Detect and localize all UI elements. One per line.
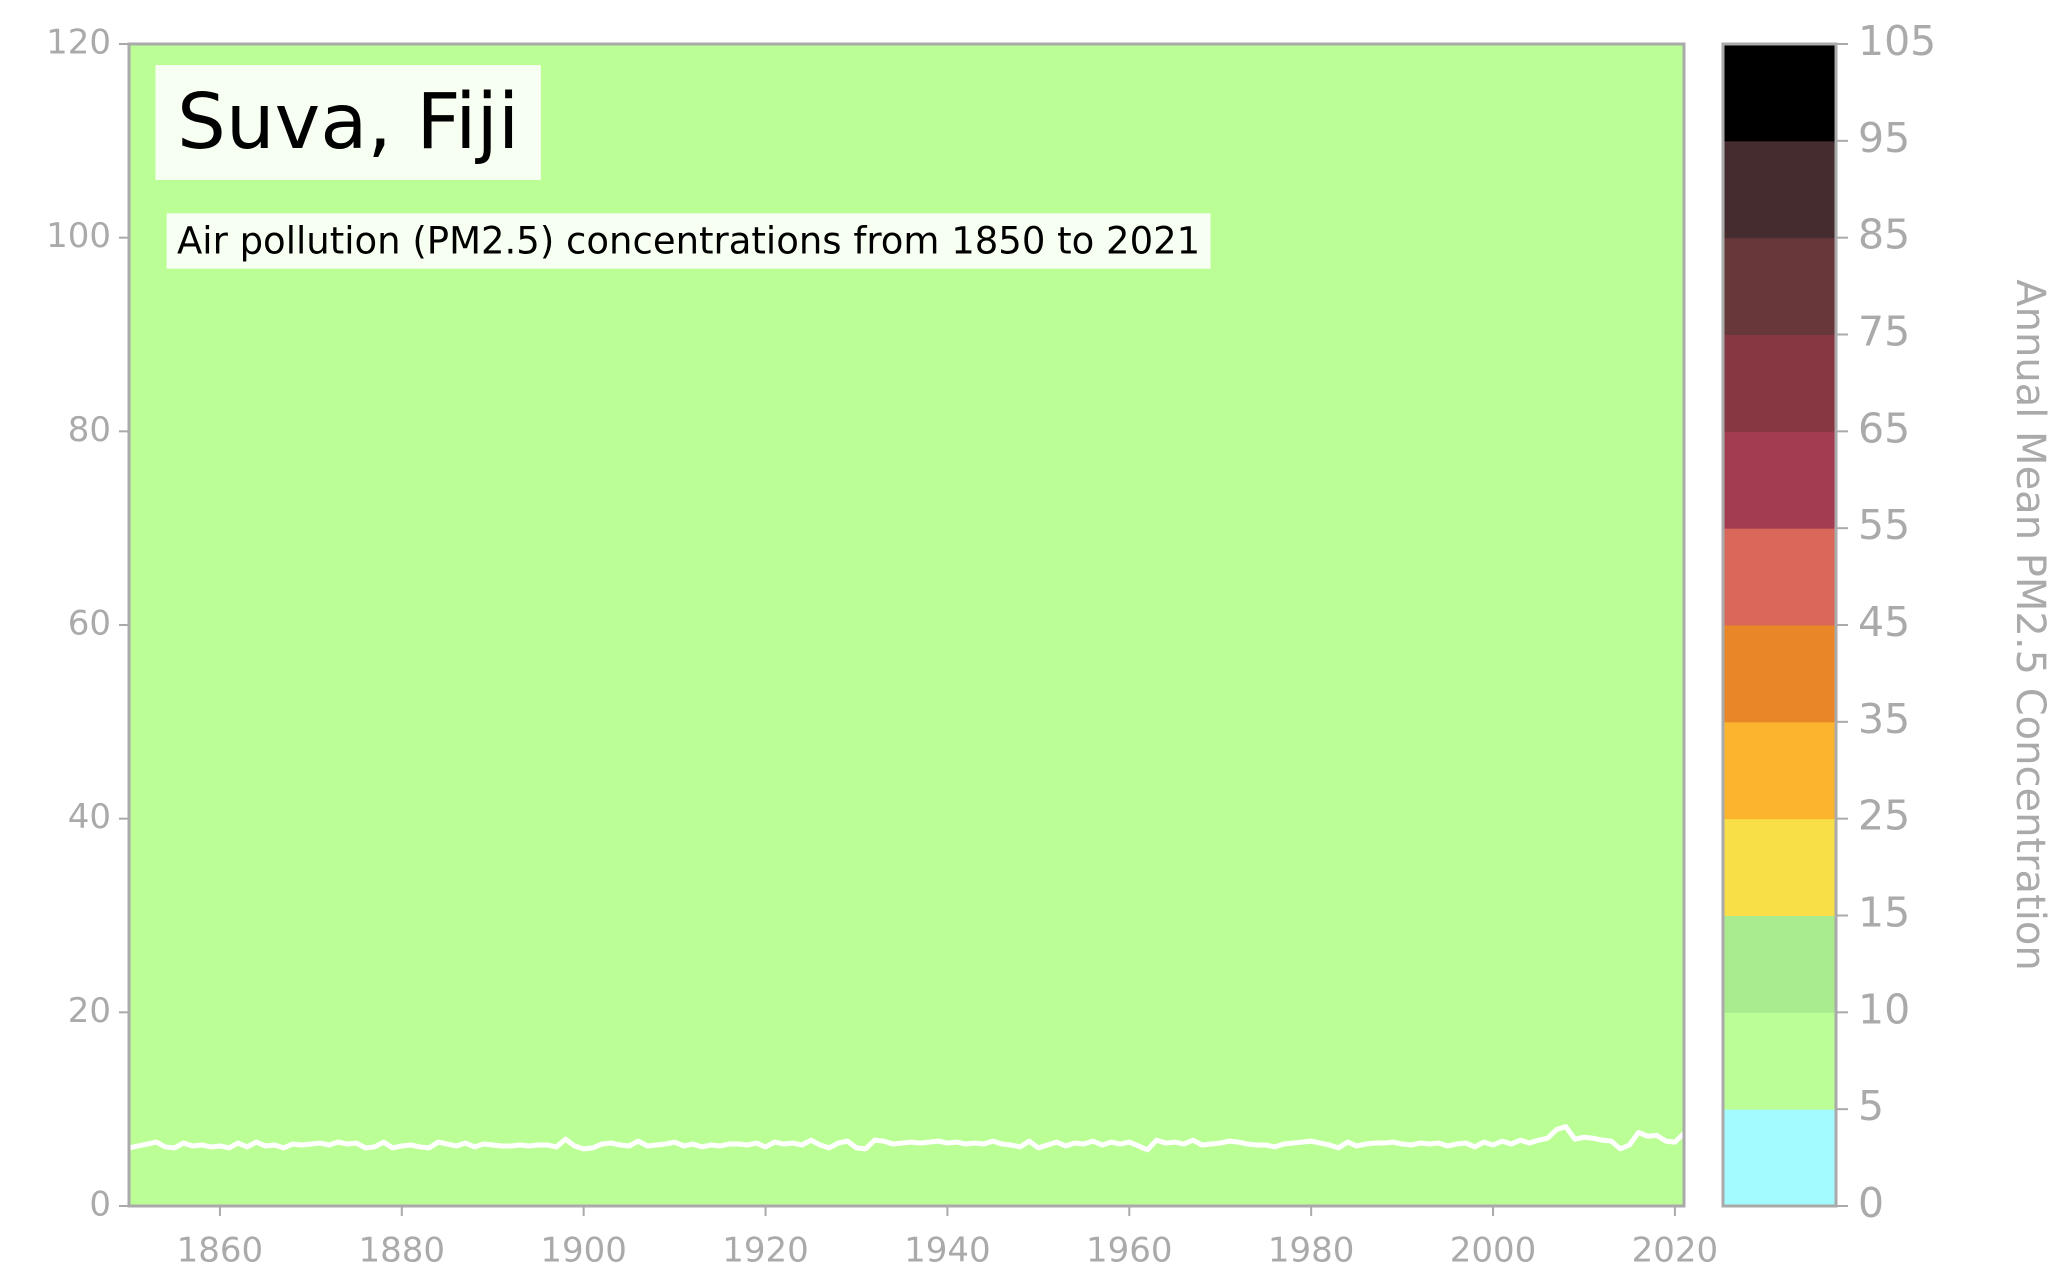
y-tick-label: 20 xyxy=(68,991,111,1031)
x-tick-label: 1860 xyxy=(177,1231,264,1271)
x-tick-label: 1920 xyxy=(722,1231,809,1271)
x-tick-label: 1880 xyxy=(359,1231,446,1271)
colorbar-segment xyxy=(1723,915,1836,1013)
chart-subtitle: Air pollution (PM2.5) concentrations fro… xyxy=(177,220,1200,263)
x-tick-label: 1980 xyxy=(1268,1231,1355,1271)
colorbar-tick-label: 55 xyxy=(1858,501,1910,549)
y-tick-label: 60 xyxy=(68,604,111,644)
chart-title-box xyxy=(155,65,541,180)
y-tick-label: 0 xyxy=(89,1185,111,1225)
chart-subtitle-group: Air pollution (PM2.5) concentrations fro… xyxy=(166,213,1211,269)
colorbar-tick-label: 0 xyxy=(1858,1179,1884,1227)
colorbar-tick-label: 85 xyxy=(1858,211,1910,259)
colorbar-segment xyxy=(1723,625,1836,723)
colorbar-segment xyxy=(1723,431,1836,529)
colorbar-segment xyxy=(1723,44,1836,142)
colorbar-tick-label: 25 xyxy=(1858,792,1910,840)
colorbar-tick-label: 15 xyxy=(1858,889,1910,937)
plot-frame xyxy=(127,42,1686,1208)
colorbar-segment xyxy=(1723,721,1836,820)
colorbar-tick-label: 45 xyxy=(1858,598,1910,646)
colorbar-tick-label: 10 xyxy=(1858,985,1910,1033)
colorbar-tick-label: 105 xyxy=(1858,17,1936,65)
x-tick-label: 1900 xyxy=(540,1231,627,1271)
colorbar-segment xyxy=(1723,818,1836,916)
chart-title: Suva, Fiji xyxy=(177,78,519,167)
data-line xyxy=(128,1124,1686,1153)
colorbar-label: Annual Mean PM2.5 Concentration xyxy=(2007,279,2053,970)
colorbar-segment xyxy=(1723,140,1836,239)
colorbar-segment xyxy=(1723,237,1836,335)
colorbar-segment xyxy=(1723,1012,1836,1110)
colorbar-tick-label: 5 xyxy=(1858,1082,1884,1130)
y-tick-label: 80 xyxy=(68,410,111,450)
colorbar-tick-label: 95 xyxy=(1858,114,1910,162)
x-tick-label: 2020 xyxy=(1632,1231,1719,1271)
colorbar-segment xyxy=(1723,528,1836,626)
colorbar-tick-label: 35 xyxy=(1858,695,1910,743)
x-tick-label: 1960 xyxy=(1086,1231,1173,1271)
x-tick-label: 1940 xyxy=(904,1231,991,1271)
colorbar-segment xyxy=(1723,334,1836,432)
y-tick-label: 120 xyxy=(46,23,111,63)
colorbar-tick-label: 65 xyxy=(1858,404,1910,452)
y-tick-label: 100 xyxy=(46,216,111,256)
y-tick-label: 40 xyxy=(68,797,111,837)
chart-subtitle-box xyxy=(166,213,1211,269)
chart-title-group: Suva, Fiji xyxy=(155,65,541,180)
colorbar-segment xyxy=(1723,1109,1836,1207)
x-tick-label: 2000 xyxy=(1450,1231,1537,1271)
colorbar-tick-label: 75 xyxy=(1858,308,1910,356)
